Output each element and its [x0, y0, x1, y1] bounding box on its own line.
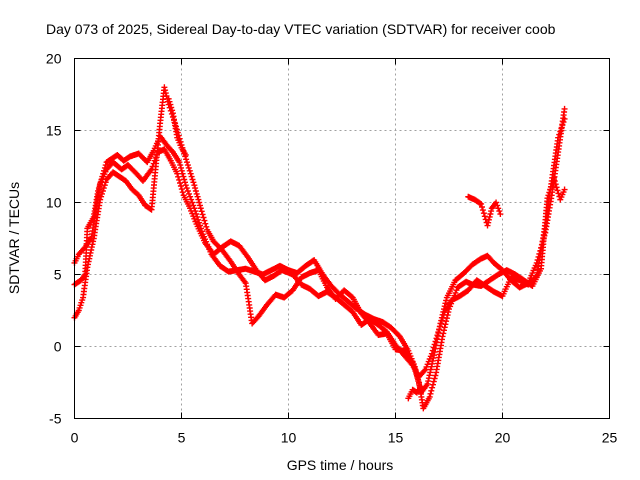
- data-point: [182, 182, 189, 189]
- data-point: [197, 205, 204, 212]
- y-tick-label: 0: [54, 339, 62, 355]
- series-trace: [72, 87, 567, 410]
- x-tick-label: 20: [495, 430, 511, 446]
- data-point: [165, 95, 172, 102]
- y-tick-label: 10: [46, 195, 62, 211]
- y-tick-label: -5: [49, 411, 62, 427]
- plot-frame: [74, 58, 610, 419]
- x-tick-label: 15: [388, 430, 404, 446]
- y-tick-label: 20: [46, 51, 62, 67]
- x-tick-label: 25: [602, 430, 618, 446]
- y-tick-label: 5: [54, 267, 62, 283]
- x-tick-label: 0: [71, 430, 79, 446]
- series-trace: [166, 98, 503, 400]
- data-point: [191, 182, 198, 189]
- data-point: [184, 162, 191, 169]
- chart-title: Day 073 of 2025, Sidereal Day-to-day VTE…: [46, 21, 556, 37]
- series-track-d: [165, 95, 504, 402]
- x-tick-label: 10: [281, 430, 297, 446]
- data-point: [561, 115, 568, 122]
- y-tick-label: 15: [46, 123, 62, 139]
- data-layer: [71, 84, 568, 412]
- tick-layer: 0 5 10 15 20 25 -5 0 5 10 15 20: [46, 51, 618, 446]
- data-point: [497, 211, 504, 218]
- data-point: [435, 329, 442, 336]
- data-point: [550, 175, 557, 182]
- x-tick-label: 5: [178, 430, 186, 446]
- grid-layer: [74, 58, 610, 419]
- x-axis-label: GPS time / hours: [287, 457, 394, 473]
- y-axis-label: SDTVAR / TECUs: [6, 182, 22, 294]
